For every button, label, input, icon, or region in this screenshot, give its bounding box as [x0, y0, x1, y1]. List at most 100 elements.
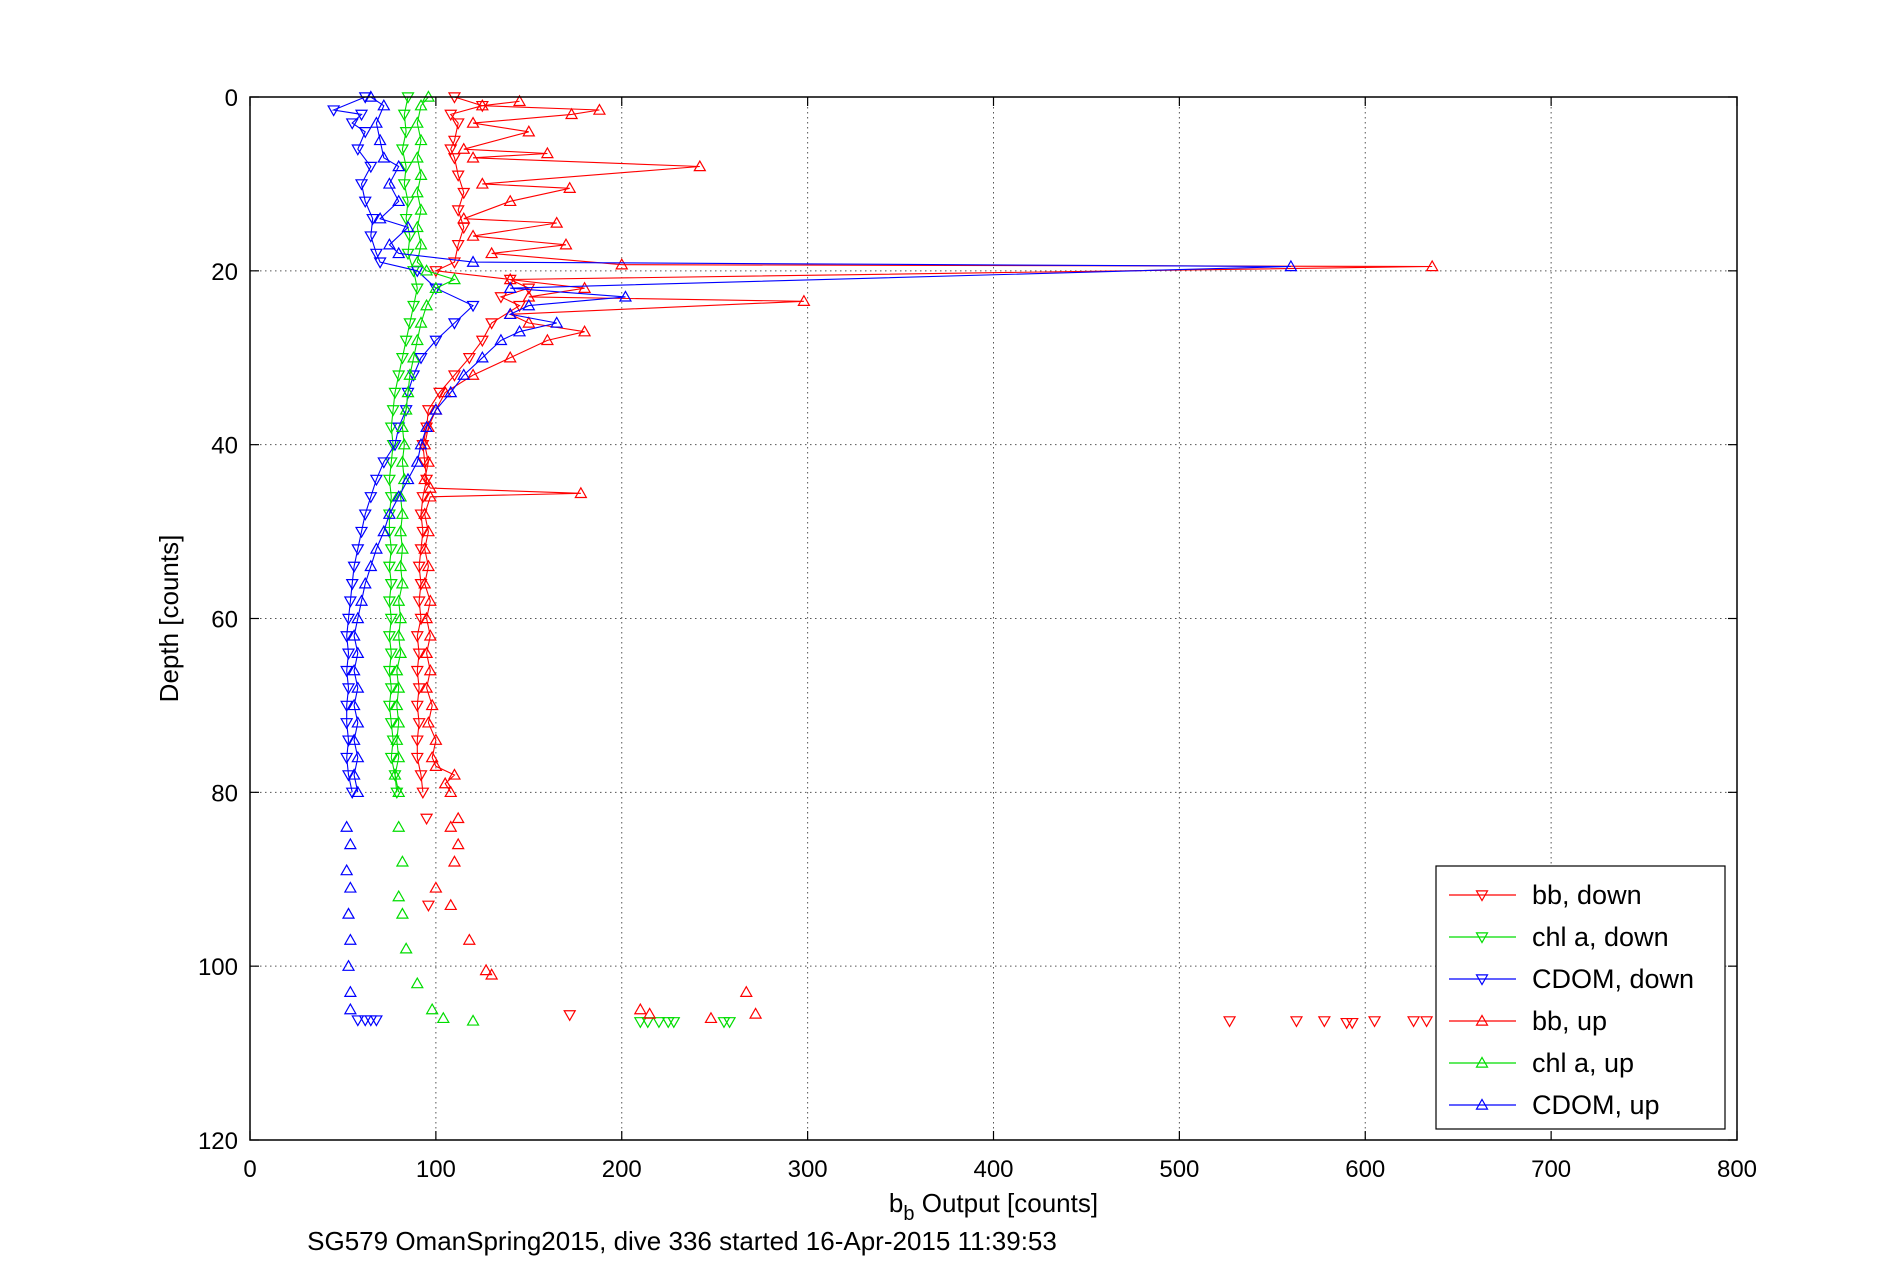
series-3	[418, 94, 1439, 1024]
data-point	[420, 264, 434, 276]
data-point	[373, 257, 387, 269]
data-point	[421, 455, 435, 467]
data-point	[414, 168, 428, 180]
data-point	[410, 700, 424, 713]
legend-swatch-marker	[1475, 932, 1489, 944]
legend-swatch-marker	[1475, 974, 1489, 986]
data-point	[347, 561, 361, 574]
data-point	[485, 246, 499, 259]
x-tick-label: 300	[788, 1156, 828, 1183]
data-point	[423, 490, 437, 502]
data-point	[401, 385, 415, 398]
data-point	[723, 1017, 737, 1029]
data-point	[1289, 1016, 1304, 1028]
data-point	[414, 770, 428, 782]
data-point	[475, 98, 489, 111]
data-point	[351, 646, 365, 658]
data-point	[382, 238, 396, 250]
series-2	[327, 92, 480, 1027]
data-point	[395, 855, 409, 867]
data-point	[420, 474, 434, 487]
data-point	[327, 105, 341, 117]
data-point	[414, 316, 428, 328]
data-point	[717, 1017, 731, 1029]
data-point	[369, 474, 383, 487]
data-point	[340, 752, 354, 765]
legend-label: chl a, down	[1532, 922, 1669, 952]
data-point	[444, 109, 458, 122]
y-axis-label: Depth [counts]	[154, 535, 184, 703]
data-point	[425, 698, 439, 711]
data-point	[414, 203, 428, 215]
data-point	[425, 750, 439, 763]
data-point	[382, 700, 396, 713]
data-point	[540, 146, 554, 159]
data-point	[563, 181, 577, 193]
data-point	[693, 159, 707, 172]
data-point	[414, 579, 428, 591]
data-point	[633, 1017, 647, 1029]
data-point	[503, 281, 517, 293]
data-point	[425, 1002, 439, 1015]
data-point	[462, 933, 476, 945]
x-axis-label-main: b	[889, 1188, 903, 1218]
data-point	[433, 387, 447, 400]
data-point	[394, 611, 408, 624]
data-point	[592, 103, 606, 115]
data-point	[358, 577, 372, 589]
data-point	[457, 142, 471, 154]
data-point	[410, 116, 424, 128]
data-point	[397, 109, 411, 122]
x-tick-label: 200	[602, 1156, 642, 1183]
data-point	[423, 629, 437, 641]
data-point	[466, 368, 480, 380]
data-point	[392, 422, 406, 434]
data-point	[340, 631, 354, 643]
data-point	[384, 544, 398, 556]
data-point	[341, 907, 356, 919]
data-point	[388, 770, 402, 782]
data-point	[410, 631, 424, 643]
data-point	[392, 159, 406, 172]
data-point	[412, 683, 426, 695]
data-point	[466, 151, 480, 163]
data-point	[403, 368, 417, 380]
data-point	[399, 403, 413, 415]
axes-box	[249, 96, 1738, 1141]
data-point	[340, 665, 354, 678]
data-point	[399, 161, 413, 174]
data-point	[574, 486, 588, 499]
data-point	[512, 94, 527, 107]
data-point	[412, 596, 426, 608]
data-point	[420, 813, 434, 826]
data-point	[347, 768, 361, 780]
data-point	[418, 577, 432, 589]
data-point	[550, 316, 564, 328]
y-tick-label: 100	[198, 954, 238, 981]
data-point	[447, 272, 461, 285]
data-point	[345, 118, 359, 130]
data-point	[358, 1015, 372, 1027]
data-point	[1223, 1016, 1237, 1028]
data-point	[739, 985, 753, 997]
data-point	[341, 648, 356, 660]
data-point	[1368, 1016, 1382, 1028]
data-point	[414, 437, 428, 450]
data-point	[522, 316, 536, 328]
series-line	[424, 100, 1433, 793]
legend-label: chl a, up	[1532, 1048, 1634, 1078]
data-point	[345, 579, 359, 591]
series-4	[388, 90, 480, 1026]
data-point	[369, 1015, 383, 1027]
data-point	[410, 665, 424, 678]
data-point	[641, 1017, 655, 1029]
data-point	[494, 292, 508, 304]
data-point	[341, 613, 356, 626]
data-point	[410, 752, 424, 765]
data-point	[420, 422, 434, 434]
data-point	[447, 855, 461, 867]
data-point	[358, 509, 372, 521]
data-point	[395, 455, 409, 467]
data-point	[351, 144, 365, 156]
data-point	[522, 298, 536, 311]
